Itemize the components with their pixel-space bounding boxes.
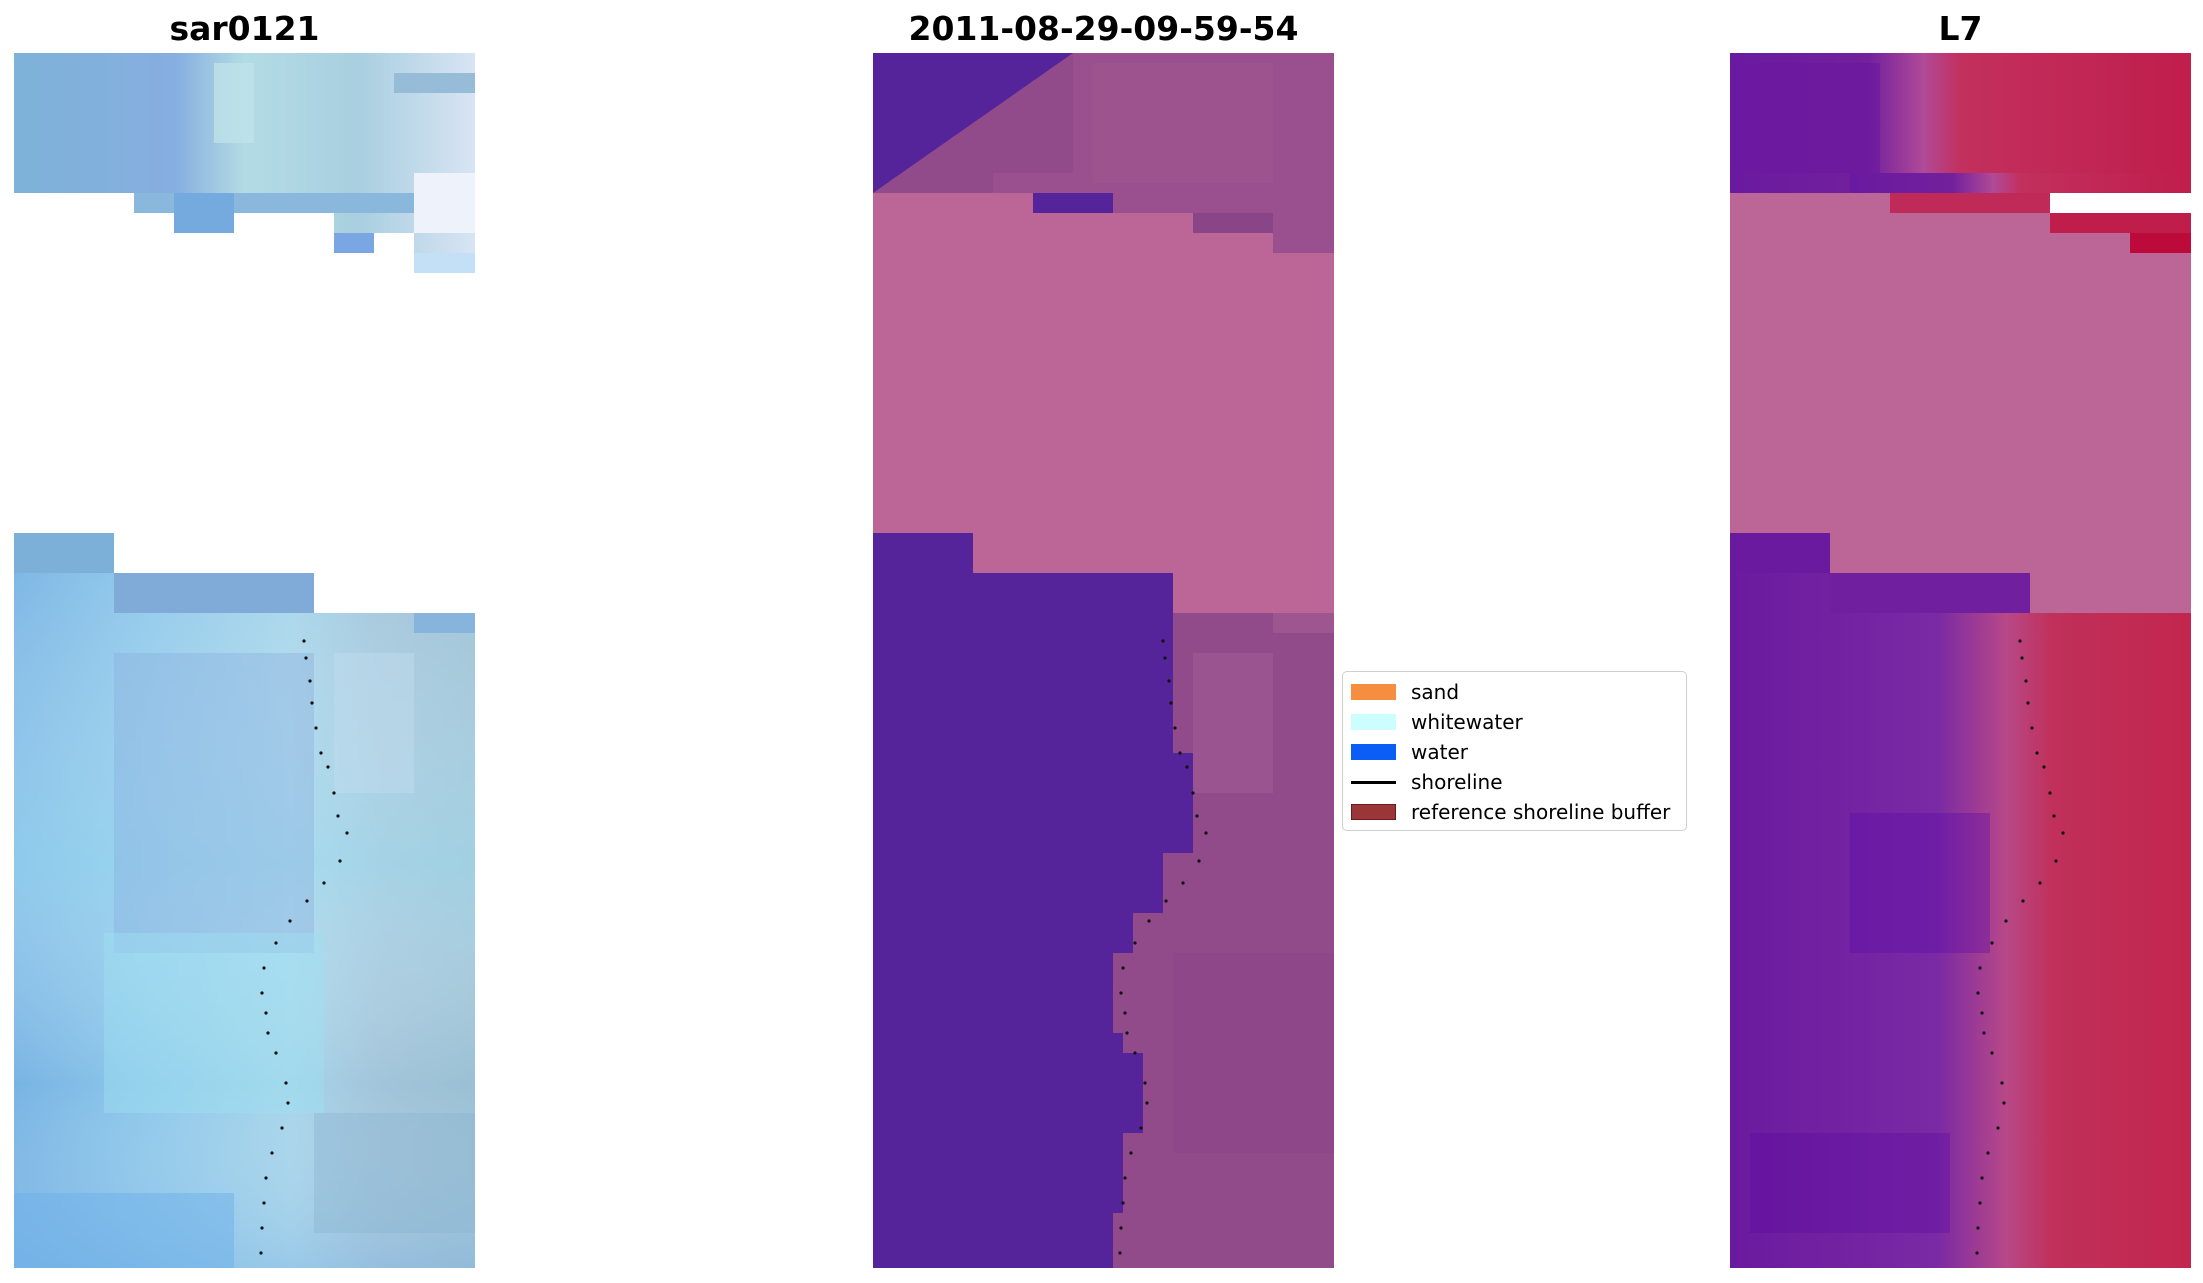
legend-item-sand: sand	[1351, 677, 1678, 707]
legend-label-whitewater: whitewater	[1411, 710, 1523, 734]
panel-title-middle: 2011-08-29-09-59-54	[908, 9, 1299, 48]
shoreline-dots-right	[1975, 639, 2065, 1255]
legend-label-sand: sand	[1411, 680, 1460, 704]
panel-title-right: L7	[1938, 9, 1983, 48]
legend-label-reference-buffer: reference shoreline buffer	[1411, 800, 1671, 824]
panel-title-left: sar0121	[169, 9, 320, 48]
legend-item-reference-buffer: reference shoreline buffer	[1351, 797, 1678, 827]
index-panel	[1730, 53, 2191, 1268]
legend-item-whitewater: whitewater	[1351, 707, 1678, 737]
legend-label-water: water	[1411, 740, 1468, 764]
index-image	[1730, 53, 2191, 1268]
legend-label-shoreline: shoreline	[1411, 770, 1503, 794]
reference-buffer-swatch	[1351, 804, 1396, 820]
classification-image	[873, 53, 1334, 1268]
legend-item-shoreline: shoreline	[1351, 767, 1678, 797]
shoreline-line-swatch	[1351, 780, 1396, 784]
classification-panel	[873, 53, 1334, 1268]
shoreline-dots-middle	[1118, 639, 1208, 1255]
rgb-image	[14, 53, 475, 1268]
rgb-image-panel	[14, 53, 475, 1268]
legend-item-water: water	[1351, 737, 1678, 767]
water-swatch	[1351, 744, 1396, 760]
whitewater-swatch	[1351, 714, 1396, 730]
legend: sand whitewater water shoreline referenc…	[1342, 671, 1687, 831]
sand-swatch	[1351, 684, 1396, 700]
shoreline-dots-left	[259, 639, 349, 1255]
